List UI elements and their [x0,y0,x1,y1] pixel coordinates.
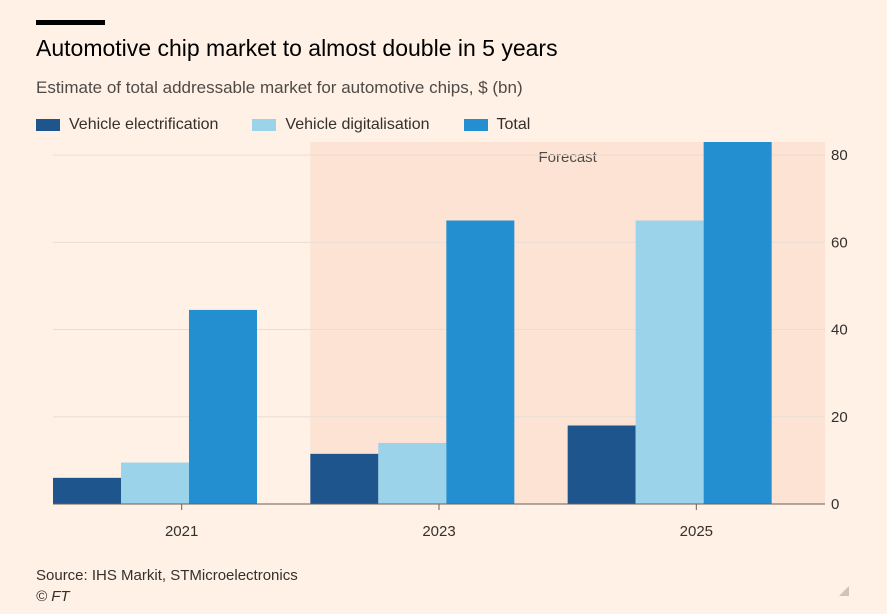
bar [635,220,704,504]
bar [121,462,189,504]
legend-item-digitalisation: Vehicle digitalisation [252,116,430,134]
legend-item-electrification: Vehicle electrification [36,116,218,134]
chart-plot-area: Forecast 0 20 40 60 80 2021 2023 2025 [53,142,848,540]
legend-item-total: Total [463,116,531,134]
y-tick-label: 0 [831,496,839,513]
chart-legend: Vehicle electrification Vehicle digitali… [36,115,564,135]
x-tick-label: 2021 [165,523,198,540]
resize-handle-icon[interactable] [839,586,849,596]
legend-swatch-total [463,119,488,131]
y-tick-label: 80 [831,147,848,164]
legend-swatch-electrification [36,119,60,131]
bar [189,309,257,504]
bar [310,453,379,504]
x-tick-label: 2025 [680,523,713,540]
source-note: Source: IHS Markit, STMicroelectronics [36,567,298,584]
bar [53,477,121,504]
bar [567,425,636,504]
copyright-note: © FT [36,588,70,605]
y-tick-label: 60 [831,234,848,251]
forecast-label: Forecast [538,149,597,166]
bar [446,220,515,504]
bar [703,142,772,504]
title-accent-bar [36,20,105,25]
legend-swatch-digitalisation [252,119,277,131]
y-tick-label: 20 [831,409,848,426]
y-tick-label: 40 [831,322,848,339]
legend-label-electrification: Vehicle electrification [69,116,219,133]
x-tick-label: 2023 [422,523,455,540]
legend-label-digitalisation: Vehicle digitalisation [285,116,430,133]
chart-subtitle: Estimate of total addressable market for… [36,78,523,97]
legend-label-total: Total [496,116,531,133]
chart-title: Automotive chip market to almost double … [36,35,558,61]
bar [378,442,447,504]
